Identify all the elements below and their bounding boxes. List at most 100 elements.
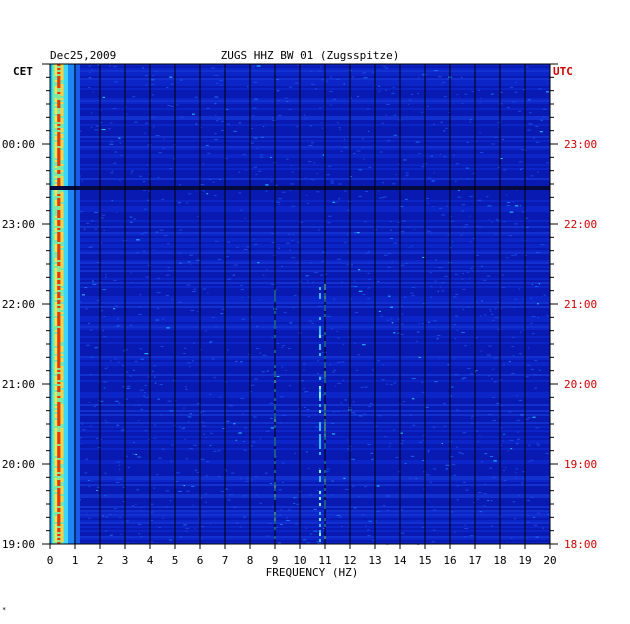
spectrogram-cell: [97, 64, 101, 66]
microseism-band-cell: [74, 260, 80, 262]
microseism-band-cell: [60, 502, 67, 504]
spectrogram-cell: [270, 233, 275, 235]
spectrogram-cell: [390, 229, 392, 231]
microseism-band-cell: [63, 262, 70, 264]
chart-title: ZUGS HHZ BW 01 (Zugsspitze): [221, 49, 400, 62]
microseism-band-cell: [57, 122, 64, 124]
emission-line-cell: [319, 287, 321, 290]
microseism-band-cell: [57, 290, 64, 292]
spectrogram-row: [62, 164, 550, 166]
microseism-band-cell: [57, 168, 64, 170]
spectrogram-cell: [538, 283, 540, 285]
spectrogram-cell: [228, 404, 232, 406]
microseism-band-cell: [74, 540, 80, 542]
microseism-band-cell: [63, 96, 70, 98]
microseism-band-cell: [57, 98, 64, 100]
microseism-band-cell: [60, 156, 67, 158]
spectrogram-cell: [352, 76, 355, 78]
spectrogram-cell: [259, 438, 262, 440]
spectrogram-cell: [94, 129, 99, 131]
spectrogram-cell: [253, 81, 258, 83]
spectrogram-row: [62, 524, 550, 526]
spectrogram-cell: [358, 290, 363, 292]
spectrogram-cell: [543, 294, 546, 296]
microseism-band-cell: [68, 70, 74, 72]
microseism-band-cell: [57, 460, 64, 462]
microseism-band-cell: [68, 294, 74, 296]
spectrogram-cell: [454, 338, 456, 340]
spectrogram-cell: [141, 507, 143, 509]
microseism-band-cell: [74, 236, 80, 238]
microseism-band-cell: [60, 248, 67, 250]
spectrogram-cell: [476, 301, 478, 303]
microseism-band-cell: [74, 112, 80, 114]
spectrogram-cell: [400, 333, 404, 335]
spectrogram-cell: [328, 165, 332, 167]
spectrogram-row: [62, 382, 550, 384]
spectrogram-cell: [506, 205, 511, 207]
spectrogram-cell: [130, 170, 134, 172]
spectrogram-cell: [165, 274, 170, 276]
spectrogram-row: [62, 444, 550, 446]
spectrogram-cell: [111, 170, 113, 172]
microseism-band-cell: [60, 466, 67, 468]
spectrogram-cell: [139, 294, 142, 296]
spectrogram-row: [62, 66, 550, 68]
spectrogram-cell: [479, 132, 481, 134]
spectrogram-cell: [414, 228, 416, 230]
spectrogram-row: [62, 254, 550, 256]
spectrogram-cell: [397, 222, 401, 224]
microseism-band-cell: [68, 96, 74, 98]
spectrogram-cell: [516, 443, 519, 445]
spectrogram-cell: [367, 251, 370, 253]
spectrogram-cell: [515, 468, 518, 470]
spectrogram-cell: [532, 333, 535, 335]
microseism-band-cell: [68, 508, 74, 510]
microseism-band-cell: [74, 94, 80, 96]
spectrogram-cell: [206, 193, 209, 195]
spectrogram-cell: [118, 402, 121, 404]
microseism-band-cell: [63, 106, 70, 108]
spectrogram-cell: [80, 443, 82, 445]
spectrogram-cell: [277, 100, 280, 102]
spectrogram-cell: [126, 113, 128, 115]
microseism-band-cell: [68, 164, 74, 166]
spectrogram-cell: [231, 472, 235, 474]
microseism-band-cell: [74, 358, 80, 360]
microseism-band-cell: [68, 450, 74, 452]
microseism-band-cell: [57, 378, 64, 380]
spectrogram-cell: [263, 126, 265, 128]
frequency-tick-label: 20: [543, 554, 556, 567]
microseism-band-cell: [68, 308, 74, 310]
spectrogram-cell: [113, 508, 117, 510]
spectrogram-row: [62, 148, 550, 150]
spectrogram-cell: [170, 105, 174, 107]
spectrogram-cell: [522, 478, 524, 480]
spectrogram-cell: [277, 247, 280, 249]
microseism-band-cell: [68, 72, 74, 74]
spectrogram-cell: [537, 251, 541, 253]
microseism-band-cell: [68, 306, 74, 308]
microseism-band-cell: [68, 336, 74, 338]
microseism-band-cell: [63, 452, 70, 454]
microseism-band-cell: [57, 494, 64, 496]
spectrogram-cell: [400, 264, 405, 266]
spectrogram-cell: [439, 357, 441, 359]
spectrogram-cell: [344, 489, 349, 491]
microseism-band-cell: [74, 458, 80, 460]
spectrogram-cell: [311, 142, 314, 144]
spectrogram-cell: [167, 267, 170, 269]
spectrogram-cell: [381, 122, 384, 124]
microseism-band-cell: [68, 320, 74, 322]
spectrogram-cell: [337, 337, 341, 339]
spectrogram-cell: [372, 539, 375, 541]
spectrogram-cell: [202, 190, 206, 192]
spectrogram-cell: [412, 424, 416, 426]
spectrogram-row: [62, 228, 550, 230]
microseism-band-cell: [57, 104, 64, 106]
microseism-band-cell: [74, 438, 80, 440]
spectrogram-cell: [518, 161, 523, 163]
spectrogram-cell: [506, 201, 511, 203]
microseism-band-cell: [63, 356, 70, 358]
microseism-band-cell: [63, 160, 70, 162]
